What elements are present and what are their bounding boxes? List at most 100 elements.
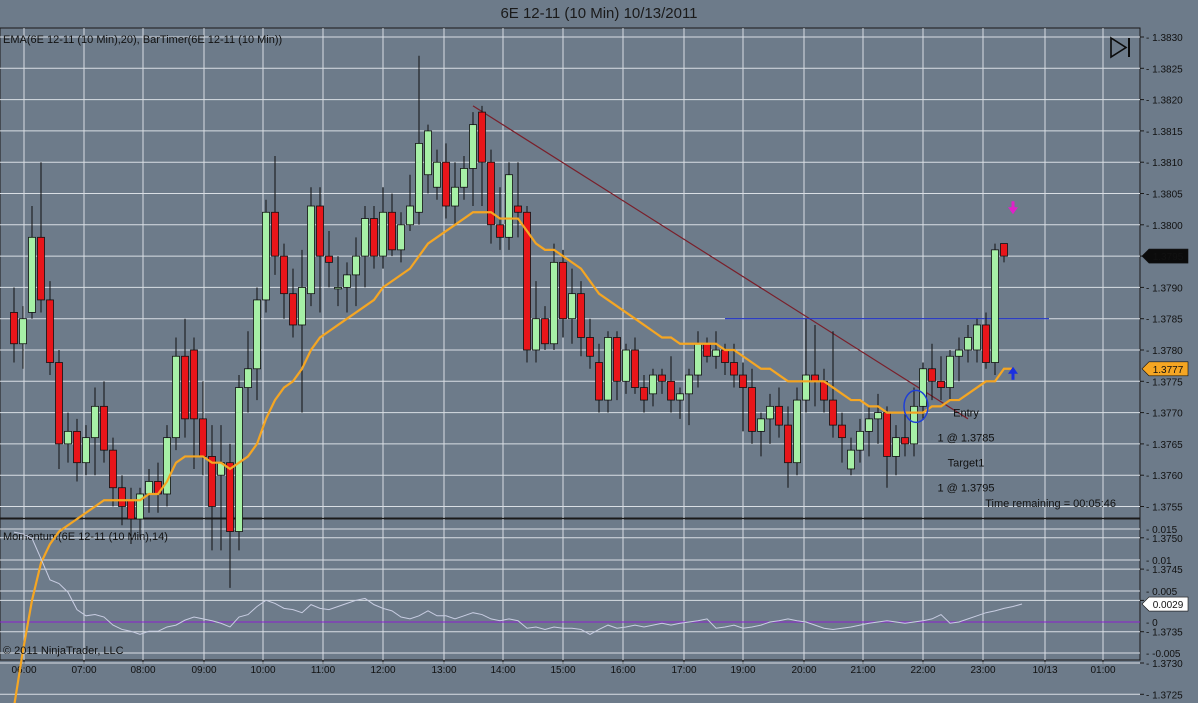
candle[interactable] bbox=[343, 274, 351, 288]
candle[interactable] bbox=[487, 161, 495, 226]
candle[interactable] bbox=[352, 255, 360, 276]
candle[interactable] bbox=[847, 449, 855, 470]
candle[interactable] bbox=[928, 368, 936, 382]
candle[interactable] bbox=[955, 349, 963, 357]
candle[interactable] bbox=[982, 324, 990, 363]
trend-line[interactable] bbox=[472, 105, 969, 420]
candle[interactable] bbox=[28, 236, 36, 313]
candle[interactable] bbox=[739, 374, 747, 388]
candle[interactable] bbox=[829, 399, 837, 426]
candle[interactable] bbox=[478, 111, 486, 163]
candle[interactable] bbox=[460, 168, 468, 188]
candle[interactable] bbox=[253, 299, 261, 370]
candle[interactable] bbox=[775, 405, 783, 426]
candle[interactable] bbox=[568, 293, 576, 320]
candle[interactable] bbox=[298, 286, 306, 326]
candle[interactable] bbox=[289, 293, 297, 326]
candle[interactable] bbox=[703, 343, 711, 357]
candle[interactable] bbox=[91, 405, 99, 439]
candle[interactable] bbox=[667, 380, 675, 401]
candle[interactable] bbox=[181, 355, 189, 420]
candle[interactable] bbox=[109, 449, 117, 489]
candle[interactable] bbox=[577, 293, 585, 338]
candle[interactable] bbox=[757, 418, 765, 432]
candle[interactable] bbox=[946, 355, 954, 388]
candle[interactable] bbox=[973, 324, 981, 351]
candle[interactable] bbox=[415, 143, 423, 213]
candle[interactable] bbox=[838, 424, 846, 439]
candle[interactable] bbox=[631, 349, 639, 388]
candle[interactable] bbox=[640, 387, 648, 401]
candle[interactable] bbox=[559, 261, 567, 320]
candle[interactable] bbox=[496, 224, 504, 238]
candle[interactable] bbox=[550, 261, 558, 345]
candle[interactable] bbox=[208, 456, 216, 507]
candle[interactable] bbox=[163, 437, 171, 495]
candle[interactable] bbox=[1000, 243, 1008, 257]
candle[interactable] bbox=[883, 412, 891, 457]
candle[interactable] bbox=[523, 211, 531, 351]
candle[interactable] bbox=[793, 399, 801, 464]
candle[interactable] bbox=[514, 205, 522, 213]
candle[interactable] bbox=[964, 337, 972, 351]
candle[interactable] bbox=[397, 224, 405, 251]
candle[interactable] bbox=[721, 349, 729, 363]
candle[interactable] bbox=[370, 218, 378, 257]
candle[interactable] bbox=[244, 368, 252, 388]
candle[interactable] bbox=[604, 337, 612, 401]
candle[interactable] bbox=[325, 255, 333, 263]
candle[interactable] bbox=[919, 368, 927, 407]
candle[interactable] bbox=[388, 211, 396, 251]
candle[interactable] bbox=[307, 205, 315, 295]
candle[interactable] bbox=[226, 462, 234, 532]
candle[interactable] bbox=[613, 337, 621, 382]
candle[interactable] bbox=[37, 236, 45, 301]
candle[interactable] bbox=[379, 211, 387, 257]
candle[interactable] bbox=[595, 362, 603, 401]
play-skip-icon[interactable] bbox=[1110, 36, 1130, 59]
candle[interactable] bbox=[406, 205, 414, 226]
candle[interactable] bbox=[784, 424, 792, 464]
candle[interactable] bbox=[541, 318, 549, 345]
candle[interactable] bbox=[901, 437, 909, 445]
candle[interactable] bbox=[145, 481, 153, 495]
candle[interactable] bbox=[118, 487, 126, 507]
candle[interactable] bbox=[46, 299, 54, 363]
candle[interactable] bbox=[235, 387, 243, 532]
candle[interactable] bbox=[685, 374, 693, 395]
candle[interactable] bbox=[262, 211, 270, 301]
candle[interactable] bbox=[433, 161, 441, 188]
candle[interactable] bbox=[127, 499, 135, 520]
candle[interactable] bbox=[442, 161, 450, 207]
candle[interactable] bbox=[505, 174, 513, 238]
candle[interactable] bbox=[874, 412, 882, 420]
candle[interactable] bbox=[622, 349, 630, 382]
candle[interactable] bbox=[64, 430, 72, 445]
candle[interactable] bbox=[136, 493, 144, 520]
candle[interactable] bbox=[730, 362, 738, 376]
candle[interactable] bbox=[82, 437, 90, 464]
candle[interactable] bbox=[10, 312, 18, 345]
candle[interactable] bbox=[748, 387, 756, 432]
candle[interactable] bbox=[55, 362, 63, 445]
candle[interactable] bbox=[19, 318, 27, 345]
candle[interactable] bbox=[766, 405, 774, 420]
candle[interactable] bbox=[280, 255, 288, 295]
candle[interactable] bbox=[316, 205, 324, 257]
candle[interactable] bbox=[532, 318, 540, 351]
candle[interactable] bbox=[802, 374, 810, 401]
candle[interactable] bbox=[658, 374, 666, 382]
candle[interactable] bbox=[712, 349, 720, 357]
candle[interactable] bbox=[172, 355, 180, 439]
candle[interactable] bbox=[649, 374, 657, 395]
candle[interactable] bbox=[676, 393, 684, 401]
candle[interactable] bbox=[910, 405, 918, 445]
candle[interactable] bbox=[100, 405, 108, 451]
candle[interactable] bbox=[451, 186, 459, 207]
candle[interactable] bbox=[469, 124, 477, 169]
candle[interactable] bbox=[991, 249, 999, 363]
candle[interactable] bbox=[334, 286, 342, 290]
candle[interactable] bbox=[199, 418, 207, 457]
candle[interactable] bbox=[271, 211, 279, 257]
